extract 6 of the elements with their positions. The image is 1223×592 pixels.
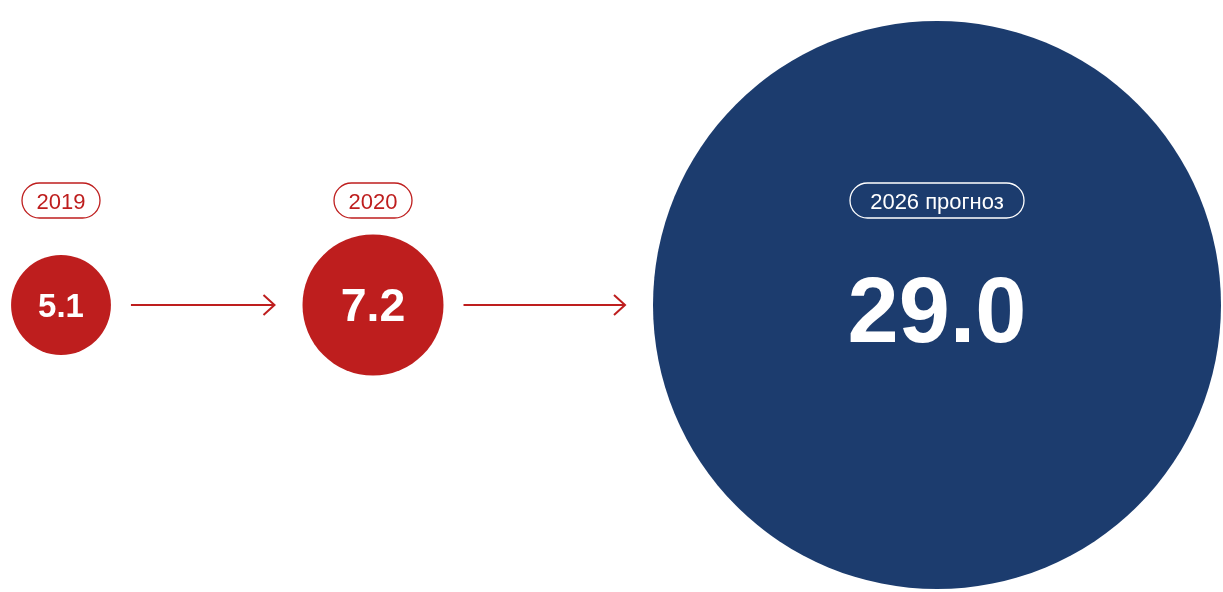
category-label: 2026 прогноз <box>870 188 1004 214</box>
category-label: 2020 <box>348 188 398 214</box>
category-label: 2019 <box>36 188 86 214</box>
data-label: 29.0 <box>847 259 1027 361</box>
data-label: 5.1 <box>38 286 84 324</box>
data-label: 7.2 <box>340 279 406 331</box>
